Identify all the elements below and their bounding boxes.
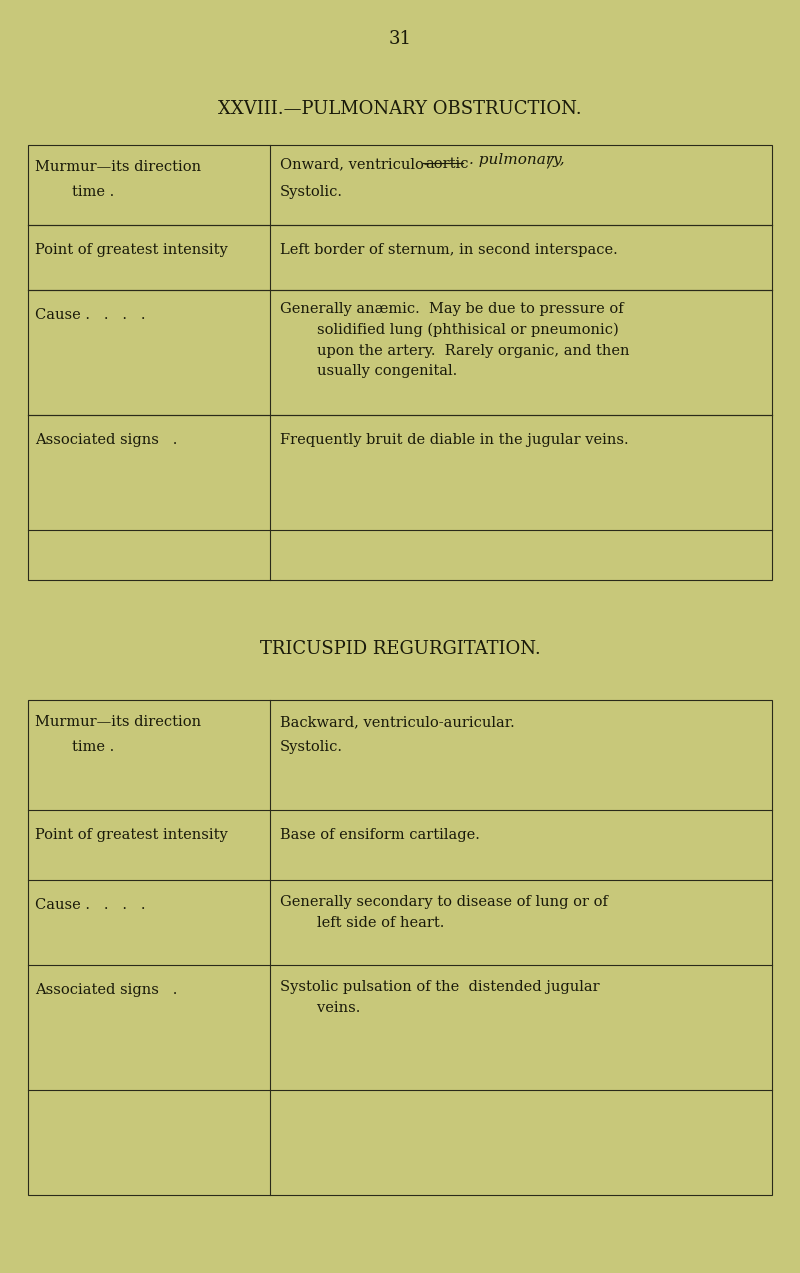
Text: aortic: aortic xyxy=(425,157,469,171)
Text: XXVIII.—PULMONARY OBSTRUCTION.: XXVIII.—PULMONARY OBSTRUCTION. xyxy=(218,101,582,118)
Text: Generally secondary to disease of lung or of
        left side of heart.: Generally secondary to disease of lung o… xyxy=(280,895,608,929)
Text: Murmur—its direction: Murmur—its direction xyxy=(35,160,201,174)
Text: Murmur—its direction: Murmur—its direction xyxy=(35,715,201,729)
Text: Associated signs   .: Associated signs . xyxy=(35,983,178,997)
Text: Cause .   .   .   .: Cause . . . . xyxy=(35,897,146,911)
Text: Left border of sternum, in second interspace.: Left border of sternum, in second inters… xyxy=(280,243,618,257)
Text: /: / xyxy=(547,155,552,169)
Text: Onward, ventriculo-: Onward, ventriculo- xyxy=(280,157,429,171)
Text: Systolic pulsation of the  distended jugular
        veins.: Systolic pulsation of the distended jugu… xyxy=(280,980,600,1015)
Text: Associated signs   .: Associated signs . xyxy=(35,433,178,447)
Text: 31: 31 xyxy=(389,31,411,48)
Text: . pulmonary,: . pulmonary, xyxy=(469,153,565,167)
Text: Backward, ventriculo-auricular.: Backward, ventriculo-auricular. xyxy=(280,715,514,729)
Text: Cause .   .   .   .: Cause . . . . xyxy=(35,308,146,322)
Text: Systolic.: Systolic. xyxy=(280,740,343,754)
Text: Generally anæmic.  May be due to pressure of
        solidified lung (phthisical: Generally anæmic. May be due to pressure… xyxy=(280,302,630,378)
Text: time .: time . xyxy=(35,740,114,754)
Text: Base of ensiform cartilage.: Base of ensiform cartilage. xyxy=(280,827,480,841)
Text: TRICUSPID REGURGITATION.: TRICUSPID REGURGITATION. xyxy=(260,640,540,658)
Text: time .: time . xyxy=(35,185,114,199)
Text: Frequently bruit de diable in the jugular veins.: Frequently bruit de diable in the jugula… xyxy=(280,433,629,447)
Text: Point of greatest intensity: Point of greatest intensity xyxy=(35,827,228,841)
Text: Point of greatest intensity: Point of greatest intensity xyxy=(35,243,228,257)
Text: Systolic.: Systolic. xyxy=(280,185,343,199)
